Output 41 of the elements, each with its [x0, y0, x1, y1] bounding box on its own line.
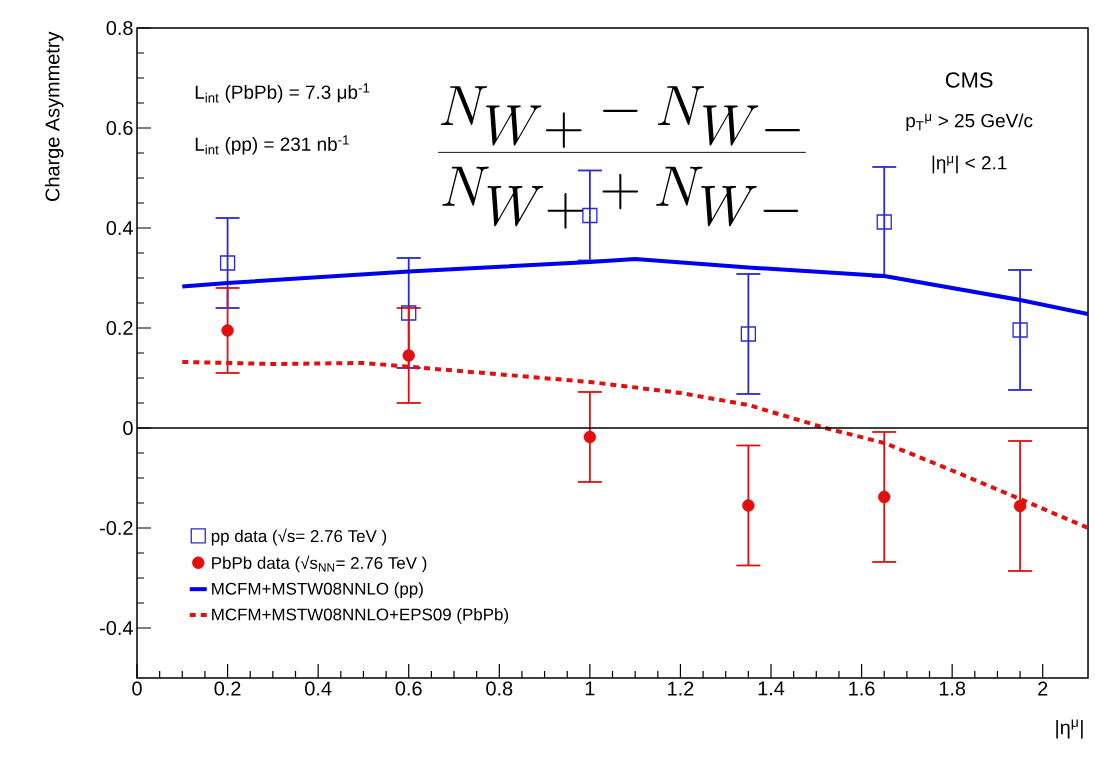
y-tick-label: -0.4	[100, 620, 133, 636]
line-series	[180, 256, 1089, 316]
y-tick-label: 0.8	[106, 20, 133, 36]
point	[878, 490, 891, 504]
legend-label: MCFM+MSTW08NNLO (pp)	[212, 582, 423, 599]
legend-label: MCFM+MSTW08NNLO+EPS09 (PbPb)	[212, 608, 509, 624]
point	[583, 430, 597, 444]
annotation: L$_{int}$ (pp) = 231 nb$^{-1}$	[195, 135, 349, 155]
y-tick-label: 0	[123, 420, 133, 436]
x-tick-label: 1.6	[849, 681, 875, 696]
annotation: $\frac{N_{W+} - N_{W-}}{N_{W+} + N_{W-}}$	[438, 86, 806, 229]
point	[740, 326, 757, 342]
x-tick-label: 0.2	[214, 681, 241, 696]
point	[219, 255, 236, 271]
point	[876, 214, 892, 230]
x-axis-title: |η$^{μ}$|	[1056, 719, 1083, 739]
y-tick-label: -0.2	[100, 520, 133, 536]
point	[1013, 499, 1027, 513]
x-tick-label: 0.6	[395, 681, 422, 696]
y-tick-label: 0.4	[106, 220, 133, 236]
y-axis-title: Charge Asymmetry	[44, 31, 64, 201]
annotation: L$_{int}$ (PbPb) = 7.3 μb$^{-1}$	[195, 83, 370, 103]
point	[1012, 322, 1028, 338]
x-tick-label: 1.4	[758, 681, 785, 696]
legend-label: pp data (√s= 2.76 TeV )	[211, 528, 387, 546]
x-tick-label: 1.8	[939, 681, 966, 696]
x-tick-label: 1.2	[668, 681, 694, 696]
annotation: |η$^{μ}$| < 2.1	[932, 155, 1007, 174]
x-tick-label: 2	[1038, 681, 1048, 696]
y-tick-label: 0.6	[106, 120, 133, 136]
x-tick-label: 0.4	[305, 681, 332, 696]
x-tick-label: 1	[585, 681, 595, 696]
point	[401, 305, 417, 321]
point	[742, 499, 755, 512]
y-tick-label: 0.2	[106, 320, 133, 336]
point	[402, 349, 415, 362]
legend-label: PbPb data (√s$_{NN}$= 2.76 TeV )	[212, 555, 427, 573]
point	[221, 324, 234, 337]
annotation: CMS	[945, 72, 993, 88]
annotation: p$_{T}$$^{μ}$ > 25 GeV/c	[906, 113, 1033, 132]
x-tick-label: 0.8	[486, 681, 513, 696]
